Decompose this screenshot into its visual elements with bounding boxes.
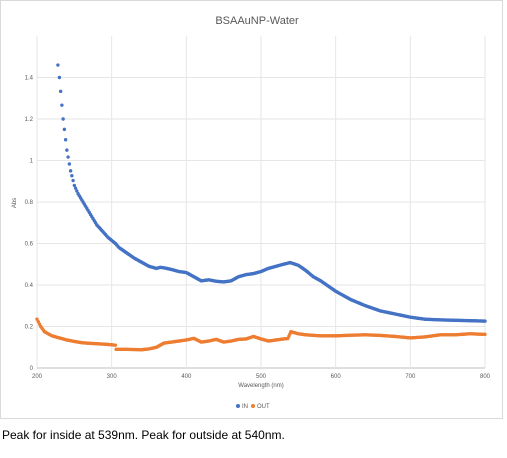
scan-dot-in bbox=[62, 127, 67, 132]
x-tick-label: 500 bbox=[256, 374, 267, 380]
x-tick-label: 300 bbox=[107, 374, 118, 380]
x-tick-label: 200 bbox=[32, 374, 43, 380]
chart-frame bbox=[0, 0, 503, 419]
y-tick-label: 1.4 bbox=[25, 76, 34, 82]
data-point-in bbox=[57, 75, 62, 80]
y-tick-label: 0 bbox=[30, 366, 34, 372]
scan-dot-in bbox=[75, 189, 79, 193]
legend-label-in: IN bbox=[242, 404, 248, 410]
y-tick-label: 0.6 bbox=[25, 242, 34, 248]
x-tick-label: 600 bbox=[331, 374, 342, 380]
scan-dot-in bbox=[63, 138, 68, 142]
data-point-in bbox=[72, 183, 77, 188]
y-tick-label: 0.4 bbox=[25, 283, 34, 289]
legend-marker-out bbox=[251, 404, 255, 408]
series-layer bbox=[35, 63, 487, 352]
data-point-in bbox=[483, 319, 487, 323]
legend-label-out: OUT bbox=[257, 404, 270, 410]
data-point-in bbox=[56, 63, 60, 67]
data-point-in bbox=[68, 169, 73, 173]
y-tick-label: 0.8 bbox=[25, 200, 34, 206]
scan-dot-in bbox=[71, 178, 75, 183]
x-tick-label: 700 bbox=[405, 374, 416, 380]
x-axis-label: Wavelength (nm) bbox=[238, 383, 283, 389]
x-tick-label: 400 bbox=[181, 374, 192, 380]
chart-svg: BSAAuNP-Water 0 0.2 0.4 0.6 0.8 1 1.2 1.4 200 30… bbox=[12, 15, 491, 410]
data-point-in bbox=[61, 117, 65, 121]
y-axis-label: Abs bbox=[12, 198, 18, 208]
scan-dot-in bbox=[66, 155, 70, 159]
data-point-out bbox=[483, 332, 487, 337]
series-out bbox=[35, 317, 487, 352]
caption-text: Peak for inside at 539nm. Peak for outsi… bbox=[2, 428, 285, 442]
x-tick-label: 800 bbox=[480, 374, 491, 380]
legend: IN OUT bbox=[236, 404, 270, 410]
scan-dot-in bbox=[58, 89, 63, 94]
data-point-out bbox=[113, 343, 118, 347]
series-in bbox=[56, 63, 487, 323]
y-tick-labels: 0 0.2 0.4 0.6 0.8 1 1.2 1.4 bbox=[25, 76, 34, 373]
scan-dot-in bbox=[60, 103, 64, 107]
y-tick-label: 1.2 bbox=[25, 117, 34, 123]
data-point-in bbox=[65, 148, 69, 152]
y-tick-label: 0.2 bbox=[25, 325, 34, 331]
chart-title: BSAAuNP-Water bbox=[215, 15, 299, 27]
grid-lines bbox=[36, 36, 486, 369]
x-tick-labels: 200 300 400 500 600 700 800 bbox=[32, 374, 491, 380]
scan-dot-in bbox=[70, 174, 74, 178]
scan-dot-in bbox=[73, 186, 78, 190]
scan-dot-in bbox=[67, 162, 72, 166]
y-tick-label: 1 bbox=[30, 159, 34, 165]
legend-marker-in bbox=[236, 404, 240, 408]
